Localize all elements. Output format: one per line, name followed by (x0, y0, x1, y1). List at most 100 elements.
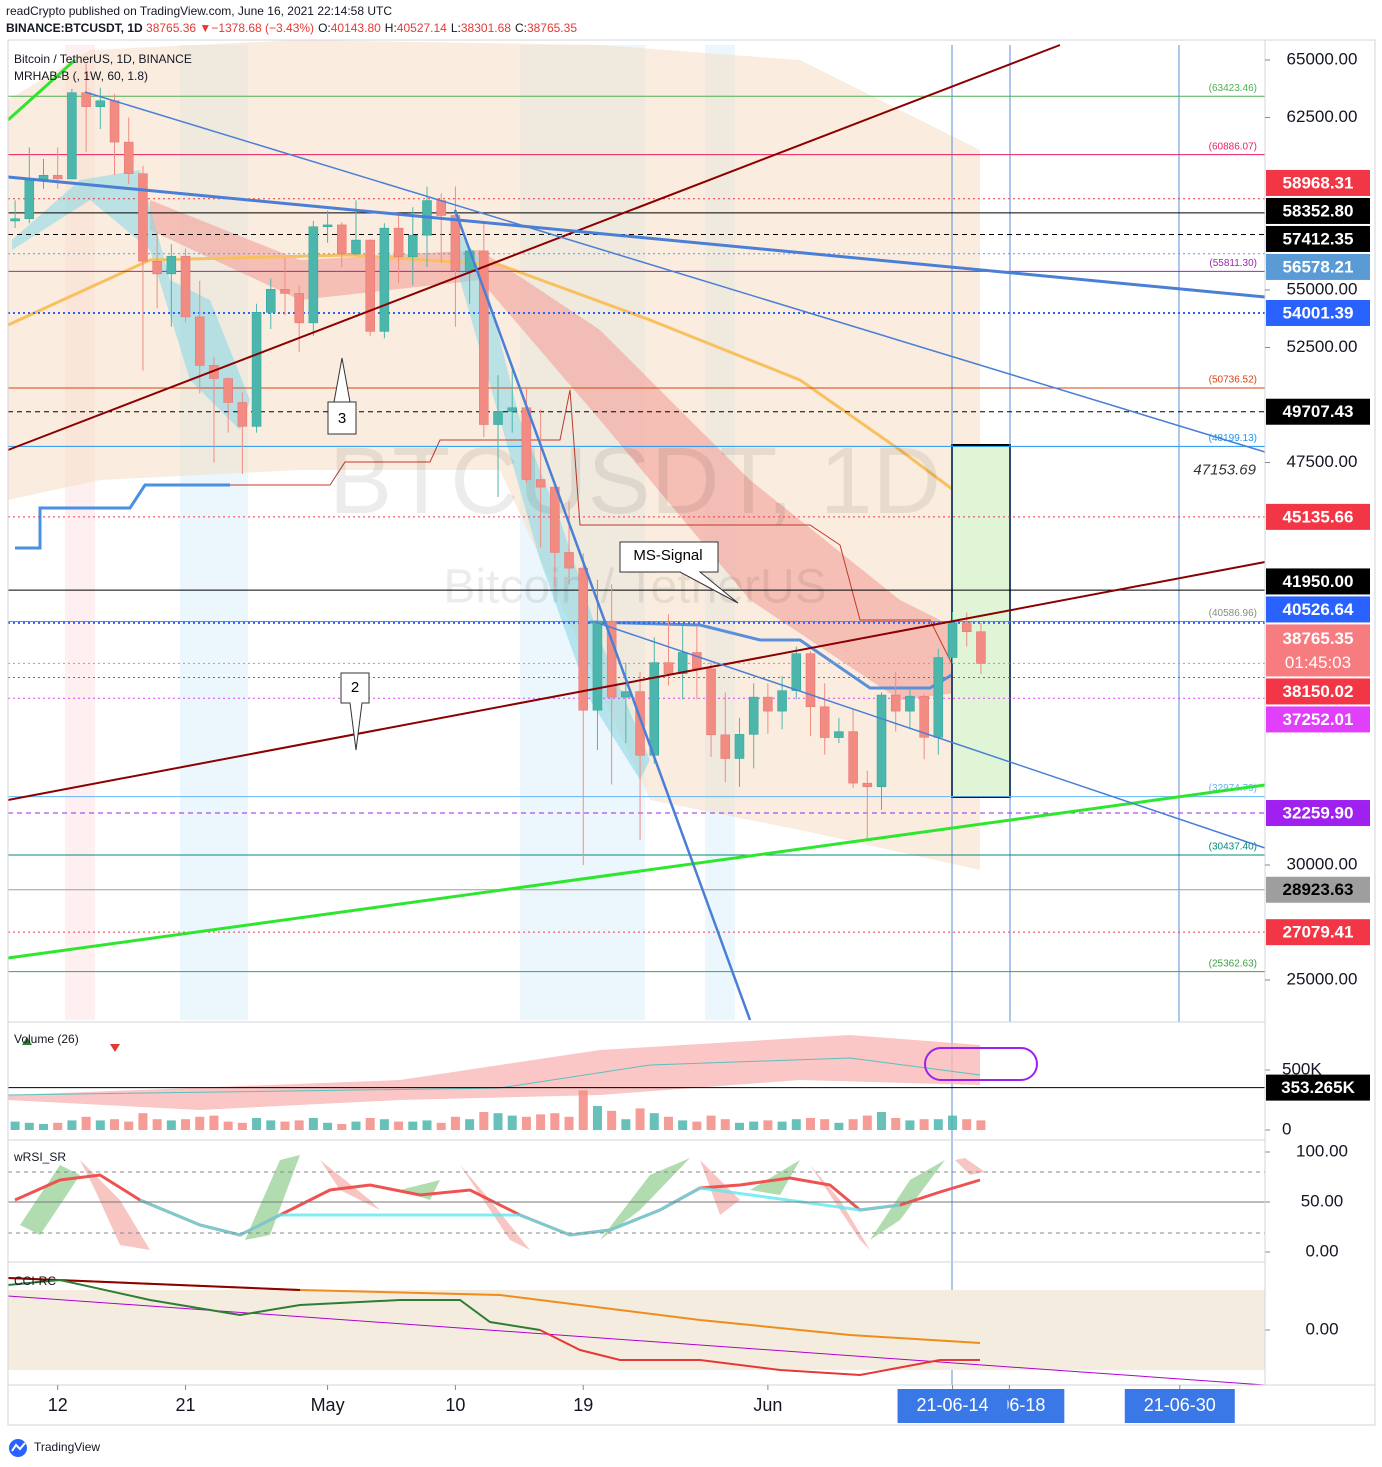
price-label: 54001.39 (1283, 303, 1354, 322)
volume-bar (564, 1116, 574, 1130)
candle-body (848, 731, 858, 784)
candle-body (223, 378, 233, 403)
candle-body (67, 92, 77, 180)
volume-bar (280, 1121, 290, 1130)
price-label: 28923.63 (1283, 880, 1354, 899)
candle-body (805, 653, 816, 708)
candle-body (436, 200, 446, 216)
volume-bar (578, 1090, 588, 1130)
level-label: (60886.07) (1209, 141, 1257, 152)
arrow: ▼ (199, 21, 211, 35)
volume-bar (95, 1120, 105, 1130)
price-label-box (1266, 398, 1370, 425)
volume-bar (692, 1121, 702, 1130)
volume-bar (323, 1122, 333, 1130)
volume-bar (948, 1115, 958, 1130)
candle-body (166, 255, 177, 275)
price-label: 27079.41 (1283, 923, 1354, 942)
volume-bar (805, 1118, 815, 1130)
x-tick-label: 19 (573, 1395, 593, 1415)
y-tick-label: 0.00 (1305, 1319, 1338, 1338)
volume-bar (749, 1121, 759, 1130)
y-tick-label: 30000.00 (1287, 854, 1358, 873)
y-tick-label: 0.00 (1305, 1241, 1338, 1260)
price-label-box (1266, 253, 1370, 280)
candle-body (606, 620, 617, 698)
level-label: (63423.46) (1209, 83, 1257, 94)
candle-body (322, 224, 333, 227)
change: −1378.68 (−3.43%) (211, 21, 314, 35)
last-volume-box (1266, 1074, 1370, 1101)
volume-bar (862, 1115, 872, 1130)
logo (9, 1439, 27, 1457)
publisher: readCrypto published on TradingView.com,… (6, 4, 392, 18)
last: 38765.36 (146, 21, 196, 35)
price-label: 32259.90 (1283, 804, 1354, 823)
ohlc-value: 38765.35 (527, 21, 577, 35)
volume-bar (976, 1120, 986, 1130)
candle-body (294, 293, 304, 324)
footer-brand: TradingView (34, 1440, 100, 1454)
candle-body (592, 620, 603, 711)
candles (10, 63, 986, 866)
volume-bar (649, 1113, 659, 1131)
candle-body (365, 239, 375, 332)
volume-bar (209, 1115, 219, 1130)
legend-indicator: MRHAB-B (, 1W, 60, 1.8) (14, 69, 148, 83)
candle-body (706, 668, 716, 736)
volume-bar (39, 1124, 49, 1130)
ohlc-value: 38301.68 (461, 21, 511, 35)
candle-body (194, 316, 205, 366)
x-tick-label: 10 (445, 1395, 465, 1415)
price-label: 37252.01 (1283, 710, 1354, 729)
volume-bar (763, 1120, 773, 1130)
price-label-box (1266, 568, 1370, 595)
ohlc-key: C: (515, 21, 527, 35)
price-label-box (1266, 503, 1370, 530)
candle-body (947, 622, 958, 658)
candle-body (961, 622, 972, 633)
y-tick-label: 55000.00 (1287, 279, 1358, 298)
candle-body (123, 141, 134, 174)
volume-bar (365, 1118, 375, 1130)
price-label-box (1266, 706, 1370, 733)
ohlc-value: 40527.14 (397, 21, 447, 35)
price-label: 40526.64 (1283, 600, 1354, 619)
candle-body (663, 662, 674, 674)
volume-bar (607, 1110, 617, 1130)
candle-body (791, 653, 802, 691)
level-label: (40586.96) (1209, 608, 1257, 619)
candle-body (308, 226, 319, 324)
candle-body (748, 696, 759, 735)
x-tick-label: Jun (753, 1395, 782, 1415)
volume-bar (479, 1112, 489, 1130)
annotation-price: 47153.69 (1193, 461, 1256, 478)
candle-body (266, 289, 276, 313)
level-label: (25362.63) (1209, 958, 1257, 969)
price-label: 57412.35 (1283, 229, 1354, 248)
candle-body (535, 479, 546, 488)
volume-bar (465, 1119, 475, 1131)
x-tick-highlight (897, 1389, 1008, 1423)
price-label-box (1266, 876, 1370, 903)
volume-bar (294, 1120, 304, 1130)
volume-bar (195, 1116, 205, 1130)
y-tick-label: 500K (1282, 1059, 1322, 1078)
candle-body (905, 695, 915, 712)
volume-bar (834, 1122, 844, 1130)
x-tick-highlight (1124, 1389, 1235, 1423)
price-label: 38150.02 (1283, 682, 1354, 701)
last-volume-label: 353.265K (1281, 1078, 1355, 1097)
x-tick-label: 21 (176, 1395, 196, 1415)
candle-body (564, 552, 574, 569)
x-tick-label: 21-06-30 (1144, 1395, 1216, 1415)
candle-body (550, 486, 560, 553)
volume-bar (266, 1120, 276, 1130)
volume-bar (720, 1119, 730, 1131)
price-label-box (1266, 919, 1370, 946)
candle-body (720, 734, 731, 759)
price-label-box (1266, 225, 1370, 252)
volume-bar (507, 1115, 517, 1130)
candle-body (919, 695, 929, 738)
volume-bar (777, 1121, 787, 1130)
